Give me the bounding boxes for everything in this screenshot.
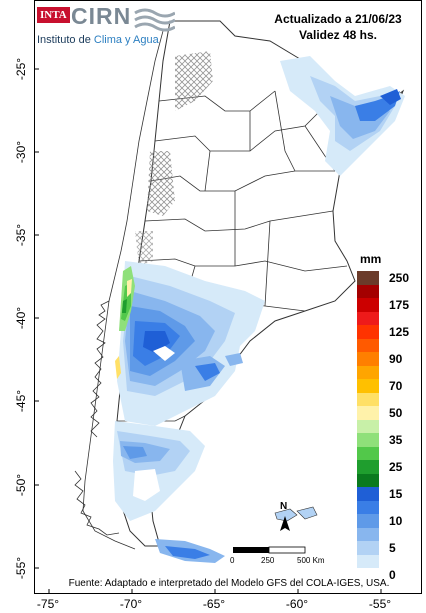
- institute-name-accent: Clima y Agua: [93, 34, 159, 46]
- precip-tierra-del-fuego: [155, 539, 225, 563]
- lon-label-60: -60°: [285, 597, 309, 611]
- precip-patagonia-north: [117, 261, 265, 426]
- lat-label-25: -25°: [14, 57, 28, 81]
- update-info: Actualizado a 21/06/23 Validez 48 hs.: [263, 11, 413, 43]
- precip-patagonia-south: [113, 421, 205, 521]
- cirn-wordmark: CIRN: [71, 3, 132, 29]
- lon-label-75: -75°: [36, 597, 60, 611]
- legend-label: 25: [389, 460, 403, 474]
- updated-date: Actualizado a 21/06/23: [274, 12, 402, 26]
- legend-swatch: [357, 473, 379, 488]
- north-arrow-icon: [280, 516, 290, 531]
- precip-mesopotamia: [280, 56, 405, 176]
- legend-label: 5: [389, 541, 396, 555]
- source-credit: Fuente: Adaptado e interpretado del Mode…: [68, 578, 390, 589]
- legend-swatch: [357, 419, 379, 434]
- legend-label: 15: [389, 487, 403, 501]
- map-panel: INTA CIRN Instituto de Clima y Agua Actu…: [34, 0, 422, 594]
- legend-swatch: [357, 365, 379, 380]
- legend-label: 70: [389, 379, 403, 393]
- legend-label: 175: [389, 298, 410, 312]
- north-label: N: [280, 501, 288, 512]
- legend-swatch: [357, 568, 379, 582]
- legend-swatch: [357, 284, 379, 299]
- andes-hatch-south: [135, 231, 153, 266]
- legend-swatch: [357, 500, 379, 515]
- validity-period: Validez 48 hs.: [298, 28, 378, 42]
- legend-label: 35: [389, 433, 403, 447]
- legend-swatch: [357, 338, 379, 353]
- andes-hatch-north: [175, 51, 213, 111]
- legend-swatch: [357, 352, 379, 366]
- legend-label: 125: [389, 325, 410, 339]
- lat-label-35: -35°: [14, 223, 28, 247]
- legend-label: 50: [389, 406, 403, 420]
- map-canvas: [35, 20, 405, 593]
- scale-label-250: 250: [261, 556, 275, 565]
- lat-label-45: -45°: [14, 389, 28, 413]
- legend-swatch: [357, 433, 379, 447]
- legend-swatch: [357, 392, 379, 407]
- chile-coastline: [74, 30, 164, 550]
- scale-label-500: 500 Km: [297, 556, 325, 565]
- scale-label-0: 0: [230, 556, 235, 565]
- lon-label-55: -55°: [368, 597, 392, 611]
- legend-swatch: [357, 446, 379, 461]
- legend-swatch: [357, 379, 379, 393]
- precip-andes-strip: [115, 266, 135, 379]
- institute-name-prefix: Instituto de: [37, 34, 94, 46]
- legend-swatch: [357, 527, 379, 542]
- legend-swatch: [357, 554, 379, 569]
- legend-swatch: [357, 487, 379, 501]
- legend-label: 250: [389, 271, 410, 285]
- legend-swatch: [357, 541, 379, 555]
- water-waves-icon: [134, 8, 175, 32]
- inta-badge: INTA: [37, 7, 70, 23]
- lat-label-30: -30°: [14, 140, 28, 164]
- lat-label-55: -55°: [14, 556, 28, 580]
- legend-unit: mm: [360, 252, 382, 266]
- malvinas-islands: [274, 506, 318, 522]
- institute-name: Instituto de Clima y Agua: [37, 34, 159, 46]
- legend-swatch: [357, 406, 379, 420]
- legend-swatch: [357, 311, 379, 326]
- andes-hatch-central: [147, 151, 175, 216]
- legend-label: 0: [389, 568, 396, 582]
- legend-swatch: [357, 325, 379, 339]
- lat-label-50: -50°: [14, 473, 28, 497]
- lat-label-40: -40°: [14, 306, 28, 330]
- legend-label: 10: [389, 514, 403, 528]
- legend-swatch: [357, 298, 379, 312]
- graticule-ticks: [35, 68, 382, 593]
- lon-label-70: -70°: [119, 597, 143, 611]
- legend-swatch: [357, 460, 379, 474]
- scale-bar: [233, 546, 306, 554]
- lon-label-65: -65°: [202, 597, 226, 611]
- legend-swatch: [357, 271, 379, 285]
- legend-label: 90: [389, 352, 403, 366]
- legend-swatch: [357, 514, 379, 528]
